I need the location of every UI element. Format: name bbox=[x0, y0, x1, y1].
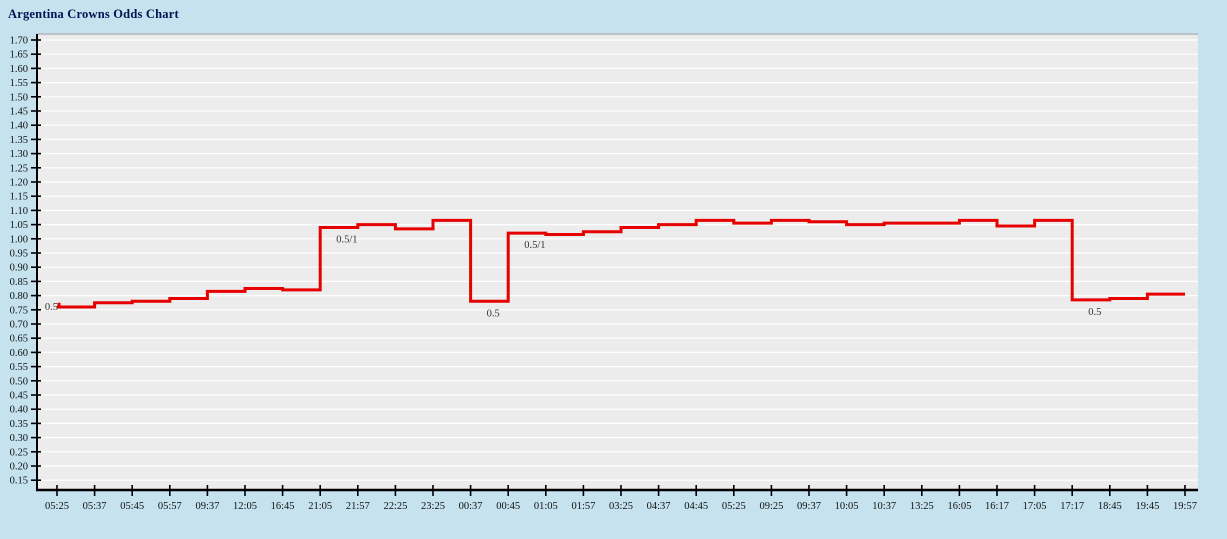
x-tick-label: 05:57 bbox=[158, 501, 182, 512]
y-tick-label: 0.25 bbox=[10, 447, 28, 458]
y-tick-label: 0.65 bbox=[10, 334, 28, 345]
y-tick-label: 1.20 bbox=[10, 178, 28, 189]
y-tick-label: 0.20 bbox=[10, 462, 28, 473]
y-gridlines bbox=[38, 39, 1198, 481]
chart-title: Argentina Crowns Odds Chart bbox=[8, 7, 179, 21]
y-tick-label: 0.60 bbox=[10, 348, 28, 359]
x-tick-label: 09:25 bbox=[759, 501, 783, 512]
y-tick-label: 1.00 bbox=[10, 234, 28, 245]
x-tick-label: 16:45 bbox=[271, 501, 295, 512]
x-tick-label: 10:05 bbox=[835, 501, 859, 512]
y-tick-label: 0.45 bbox=[10, 391, 28, 402]
chart-annotation: 0.5 bbox=[1088, 307, 1101, 318]
y-tick-label: 0.40 bbox=[10, 405, 28, 416]
chart-annotation: 0.5/1 bbox=[524, 240, 545, 251]
y-tick-label: 1.50 bbox=[10, 92, 28, 103]
y-tick-label: 1.10 bbox=[10, 206, 28, 217]
y-tick-label: 0.30 bbox=[10, 433, 28, 444]
x-tick-label: 21:05 bbox=[308, 501, 332, 512]
x-tick-label: 23:25 bbox=[421, 501, 445, 512]
y-tick-label: 0.95 bbox=[10, 249, 28, 260]
x-axis: 05:25 05:37 05:45 05:57 09:37 12:05 16:45 21:05… bbox=[36, 485, 1198, 512]
y-axis: 1.70 1.65 1.60 1.55 1.50 1.45 1.40 1.35 1.30 1.25… bbox=[10, 34, 41, 491]
y-tick-label: 0.90 bbox=[10, 263, 28, 274]
x-tick-label: 09:37 bbox=[195, 501, 219, 512]
y-tick-label: 1.40 bbox=[10, 121, 28, 132]
chart-annotation: 0.5 bbox=[45, 302, 58, 313]
x-tick-label: 05:45 bbox=[120, 501, 144, 512]
x-tick-label: 04:37 bbox=[647, 501, 671, 512]
odds-line bbox=[57, 218, 1185, 309]
annotations: 0.5 0.5/1 0.5 0.5/1 0.5 bbox=[45, 234, 1101, 319]
x-tick-label: 04:45 bbox=[684, 501, 708, 512]
y-tick-label: 1.15 bbox=[10, 192, 28, 203]
x-tick-label: 17:05 bbox=[1023, 501, 1047, 512]
x-tick-label: 05:37 bbox=[83, 501, 107, 512]
y-tick-label: 0.50 bbox=[10, 376, 28, 387]
y-tick-label: 0.55 bbox=[10, 362, 28, 373]
y-tick-label: 0.15 bbox=[10, 476, 28, 487]
y-tick-label: 0.70 bbox=[10, 320, 28, 331]
y-tick-label: 1.70 bbox=[10, 36, 28, 47]
x-tick-label: 00:45 bbox=[496, 501, 520, 512]
x-tick-label: 13:25 bbox=[910, 501, 934, 512]
y-tick-label: 0.85 bbox=[10, 277, 28, 288]
y-tick-label: 1.25 bbox=[10, 163, 28, 174]
plot-area bbox=[38, 34, 1198, 490]
x-tick-label: 19:45 bbox=[1135, 501, 1159, 512]
x-tick-label: 05:25 bbox=[722, 501, 746, 512]
x-tick-label: 12:05 bbox=[233, 501, 257, 512]
y-tick-label: 1.60 bbox=[10, 64, 28, 75]
y-tick-label: 1.45 bbox=[10, 107, 28, 118]
x-tick-label: 10:37 bbox=[872, 501, 896, 512]
y-tick-label: 1.05 bbox=[10, 220, 28, 231]
y-tick-label: 1.55 bbox=[10, 78, 28, 89]
x-tick-label: 16:17 bbox=[985, 501, 1009, 512]
y-tick-label: 1.30 bbox=[10, 149, 28, 160]
y-tick-label: 0.75 bbox=[10, 305, 28, 316]
y-tick-label: 0.80 bbox=[10, 291, 28, 302]
x-tick-label: 05:25 bbox=[45, 501, 69, 512]
y-tick-label: 0.35 bbox=[10, 419, 28, 430]
x-tick-label: 21:57 bbox=[346, 501, 370, 512]
x-tick-label: 03:25 bbox=[609, 501, 633, 512]
x-tick-label: 09:37 bbox=[797, 501, 821, 512]
x-tick-label: 19:57 bbox=[1173, 501, 1197, 512]
chart-annotation: 0.5 bbox=[487, 308, 500, 319]
x-tick-label: 00:37 bbox=[459, 501, 483, 512]
y-tick-label: 1.65 bbox=[10, 50, 28, 61]
x-tick-label: 01:57 bbox=[571, 501, 595, 512]
chart-annotation: 0.5/1 bbox=[336, 234, 357, 245]
x-tick-label: 01:05 bbox=[534, 501, 558, 512]
x-tick-label: 17:17 bbox=[1060, 501, 1084, 512]
y-tick-label: 1.35 bbox=[10, 135, 28, 146]
x-tick-label: 22:25 bbox=[383, 501, 407, 512]
x-tick-label: 18:45 bbox=[1098, 501, 1122, 512]
x-tick-label: 16:05 bbox=[947, 501, 971, 512]
